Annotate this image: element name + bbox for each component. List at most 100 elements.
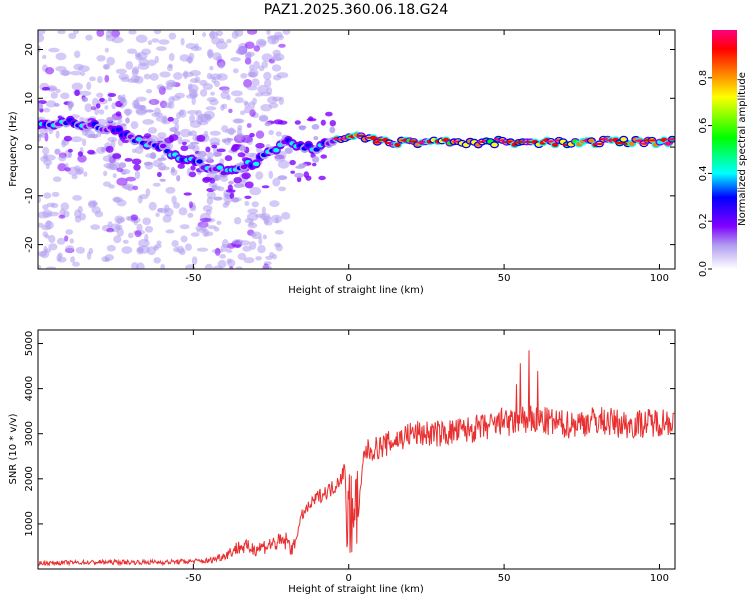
heatmap-cell bbox=[255, 142, 265, 149]
heatmap-cell bbox=[157, 132, 167, 139]
heatmap-cell bbox=[117, 118, 123, 124]
heatmap-cell bbox=[173, 72, 183, 80]
heatmap-cell bbox=[195, 225, 204, 231]
heatmap-cell bbox=[42, 146, 50, 155]
heatmap-cell bbox=[207, 48, 214, 58]
heatmap-cell bbox=[67, 101, 74, 108]
snr-panel: -50 0 50 100 1000 2000 3000 4000 5000 Height of … bbox=[8, 329, 676, 595]
heatmap-cell bbox=[221, 239, 229, 248]
heatmap-cell bbox=[103, 170, 108, 177]
heatmap-cell bbox=[162, 115, 168, 124]
heatmap-cell bbox=[107, 97, 113, 102]
heatmap-cell bbox=[197, 120, 209, 126]
heatmap-cell bbox=[628, 141, 635, 146]
heatmap-cell bbox=[81, 129, 89, 136]
heatmap-cell bbox=[221, 88, 230, 94]
heatmap-cell bbox=[168, 53, 175, 61]
y-tick-label: 20 bbox=[24, 43, 35, 56]
x-tick-label: -50 bbox=[185, 273, 201, 284]
heatmap-cell bbox=[255, 171, 264, 180]
heatmap-cell bbox=[189, 91, 199, 98]
heatmap-cell bbox=[120, 123, 127, 127]
heatmap-cell bbox=[78, 167, 84, 175]
colorbar-tick-label: 0.4 bbox=[698, 165, 709, 181]
heatmap-cell bbox=[209, 130, 221, 136]
heatmap-cell bbox=[64, 235, 69, 242]
heatmap-cell bbox=[69, 238, 74, 244]
heatmap-cell bbox=[216, 165, 223, 170]
heatmap-cell bbox=[209, 73, 222, 80]
heatmap-cell bbox=[128, 30, 137, 35]
heatmap-cell bbox=[258, 236, 263, 245]
x-tick-label: 100 bbox=[650, 573, 669, 584]
heatmap-cell bbox=[263, 71, 272, 81]
heatmap-cell bbox=[264, 79, 272, 88]
heatmap-cell bbox=[282, 30, 291, 35]
heatmap-cell bbox=[151, 99, 156, 106]
heatmap-cell bbox=[60, 202, 70, 211]
heatmap-cell bbox=[80, 71, 86, 76]
heatmap-cell bbox=[176, 112, 182, 119]
heatmap-cell bbox=[60, 92, 70, 100]
heatmap-cell bbox=[106, 228, 115, 233]
heatmap-cell bbox=[216, 148, 226, 153]
heatmap-cell bbox=[63, 210, 70, 218]
heatmap-cell bbox=[53, 103, 60, 107]
heatmap-cell bbox=[278, 186, 286, 192]
heatmap-cell bbox=[88, 247, 94, 255]
heatmap-cell bbox=[272, 49, 281, 57]
heatmap-cell bbox=[239, 145, 246, 152]
heatmap-cell bbox=[115, 68, 127, 75]
heatmap-cell bbox=[130, 75, 140, 83]
heatmap-cell bbox=[255, 130, 265, 139]
heatmap-cell bbox=[318, 175, 326, 181]
heatmap-cell bbox=[200, 89, 208, 97]
heatmap-cell bbox=[38, 33, 45, 43]
heatmap-cell bbox=[50, 202, 59, 209]
heatmap-cell bbox=[262, 234, 267, 240]
heatmap-cell bbox=[157, 162, 166, 171]
heatmap-cell bbox=[261, 264, 272, 269]
snr-ticks: -50 0 50 100 1000 2000 3000 4000 5000 bbox=[24, 330, 675, 584]
heatmap-cell bbox=[132, 185, 139, 191]
heatmap-cell bbox=[58, 214, 66, 219]
heatmap-cell bbox=[94, 210, 104, 218]
heatmap-cell bbox=[135, 34, 148, 43]
heatmap-cell bbox=[71, 174, 78, 180]
heatmap-cell bbox=[157, 171, 162, 178]
heatmap-cell bbox=[200, 113, 212, 123]
heatmap-cell bbox=[118, 73, 129, 80]
heatmap-cell bbox=[275, 243, 283, 252]
heatmap-cell bbox=[65, 245, 75, 252]
heatmap-cell bbox=[272, 254, 278, 260]
heatmap-cell bbox=[202, 32, 207, 38]
heatmap-cell bbox=[45, 220, 52, 227]
heatmap-cell bbox=[38, 45, 41, 53]
y-tick-label: 5000 bbox=[24, 331, 35, 356]
heatmap-cell bbox=[121, 139, 129, 144]
heatmap-cell bbox=[258, 65, 265, 72]
heatmap-cell bbox=[77, 205, 83, 214]
heatmap-cell bbox=[114, 215, 124, 224]
heatmap-cell bbox=[206, 191, 216, 200]
heatmap-cell bbox=[212, 151, 221, 157]
heatmap-cell bbox=[262, 215, 272, 223]
heatmap-cell bbox=[252, 161, 260, 167]
heatmap-cell bbox=[147, 126, 158, 134]
heatmap-cell bbox=[180, 235, 188, 243]
heatmap-cell bbox=[125, 117, 130, 124]
heatmap-cell bbox=[187, 212, 194, 218]
heatmap-cell bbox=[212, 52, 222, 61]
heatmap-cell bbox=[284, 147, 293, 154]
heatmap-cell bbox=[156, 240, 162, 246]
heatmap-cell bbox=[166, 81, 173, 91]
heatmap-cell bbox=[143, 133, 152, 138]
heatmap-cell bbox=[111, 36, 124, 44]
heatmap-cell bbox=[125, 216, 131, 221]
heatmap-cell bbox=[233, 217, 242, 225]
heatmap-cell bbox=[102, 155, 114, 162]
heatmap-cell bbox=[104, 105, 109, 110]
heatmap-cell bbox=[197, 150, 207, 158]
snr-ylabel: SNR (10 * v/v) bbox=[8, 413, 19, 484]
heatmap-cell bbox=[116, 199, 127, 207]
